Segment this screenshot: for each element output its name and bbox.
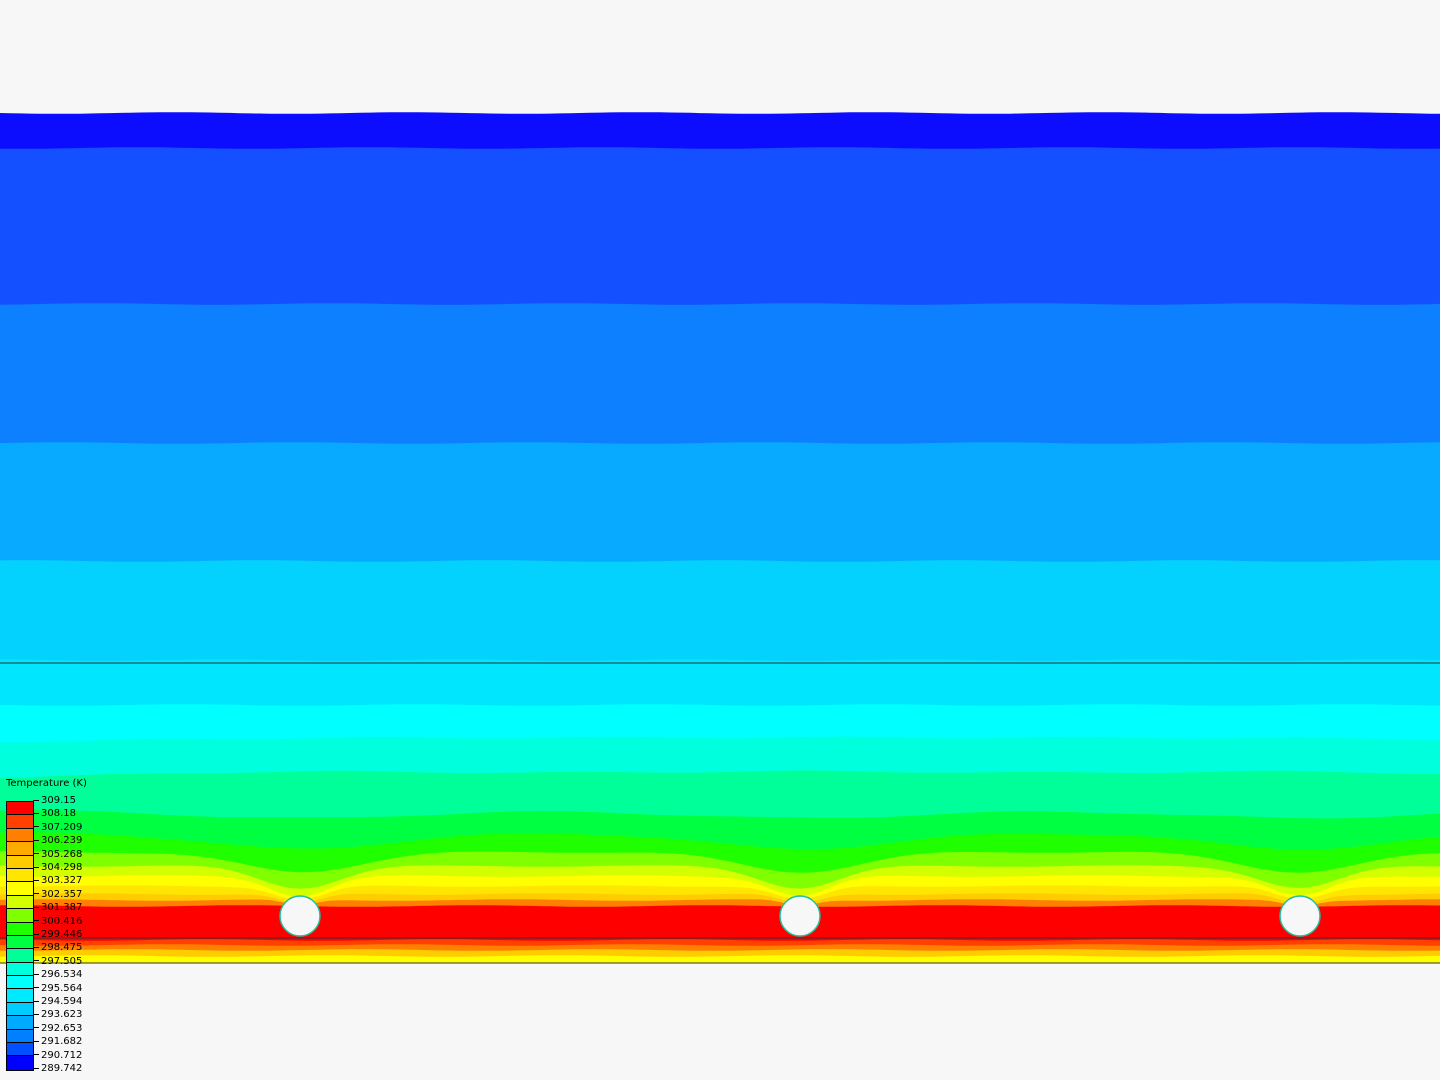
legend-tick-label: 302.357 — [33, 889, 82, 900]
legend-tick-label: 309.15 — [33, 796, 76, 806]
legend-swatch — [7, 815, 33, 829]
legend-tick-label: 298.475 — [33, 943, 82, 953]
legend-tick-label: 300.416 — [33, 916, 82, 927]
legend-tick-label: 290.712 — [33, 1050, 82, 1061]
legend-tick-label: 292.653 — [33, 1023, 82, 1034]
legend-swatch — [7, 976, 33, 990]
legend-swatch — [7, 1043, 33, 1057]
legend-tick-label: 291.682 — [33, 1037, 82, 1047]
legend-tick-label: 294.594 — [33, 997, 82, 1007]
heat-source-pipe — [1279, 895, 1321, 937]
legend-swatch — [7, 802, 33, 816]
heat-source-pipe — [779, 895, 821, 937]
legend-swatch — [7, 949, 33, 963]
legend-title: Temperature (K) — [6, 778, 87, 789]
legend-swatch — [7, 962, 33, 977]
legend-swatch — [7, 922, 33, 936]
legend-swatch — [7, 1029, 33, 1044]
legend-tick-label: 301.387 — [33, 903, 82, 913]
legend-tick-label: 306.239 — [33, 836, 82, 846]
heat-source-pipe — [279, 895, 321, 937]
legend-swatch — [7, 842, 33, 856]
legend-swatch — [7, 828, 33, 843]
legend-swatch — [7, 909, 33, 923]
legend-tick-label: 293.623 — [33, 1010, 82, 1020]
legend-swatch — [7, 935, 33, 950]
legend-swatch — [7, 1002, 33, 1017]
legend-tick-label: 308.18 — [33, 809, 76, 819]
legend-swatch — [7, 1016, 33, 1030]
legend-tick-label: 297.505 — [33, 956, 82, 967]
legend-swatch — [7, 895, 33, 910]
legend-swatch — [7, 882, 33, 896]
legend-tick-label: 295.564 — [33, 983, 82, 994]
legend-tick-label: 299.446 — [33, 930, 82, 940]
legend-swatch — [7, 1056, 33, 1070]
legend-tick-label: 304.298 — [33, 863, 82, 873]
legend-tick-label: 305.268 — [33, 849, 82, 860]
legend-colorbar — [6, 801, 34, 1071]
legend-swatch — [7, 855, 33, 869]
contour-band — [0, 955, 1440, 963]
legend-swatch — [7, 868, 33, 883]
legend-swatch — [7, 989, 33, 1003]
legend-tick-label: 307.209 — [33, 822, 82, 833]
legend-tick-label: 303.327 — [33, 876, 82, 886]
legend-tick-label: 296.534 — [33, 970, 82, 980]
legend-tick-label: 289.742 — [33, 1064, 82, 1074]
color-legend: Temperature (K) 309.15 308.18 307.209 306.2… — [6, 778, 87, 1074]
